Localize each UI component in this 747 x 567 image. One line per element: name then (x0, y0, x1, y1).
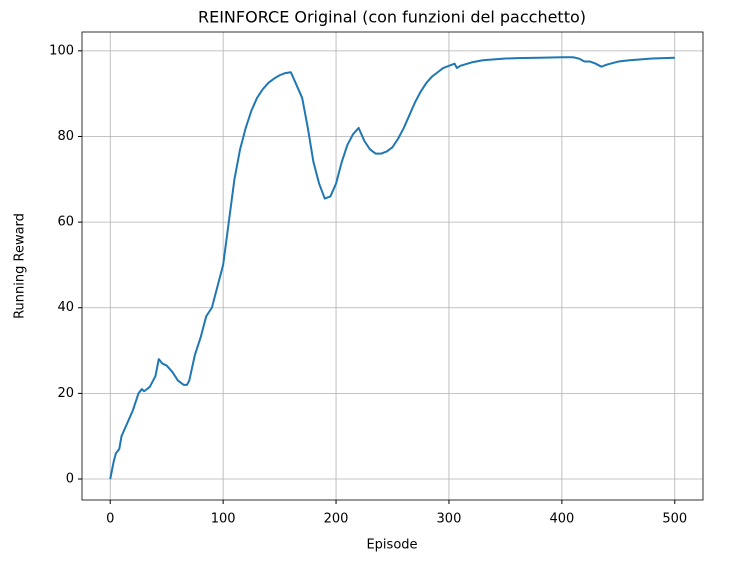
y-tick-label: 100 (49, 43, 74, 58)
x-tick-label: 500 (662, 512, 687, 527)
y-tick-label: 0 (66, 472, 74, 487)
y-axis-label: Running Reward (13, 213, 28, 319)
y-tick-label: 20 (57, 386, 74, 401)
y-tick-label: 40 (57, 300, 74, 315)
y-tick-label: 80 (57, 129, 74, 144)
plot-frame (81, 31, 704, 501)
x-axis-label: Episode (366, 538, 417, 553)
x-tick-label: 200 (324, 512, 349, 527)
x-tick-label: 300 (437, 512, 462, 527)
y-tick-label: 60 (57, 215, 74, 230)
chart-title: REINFORCE Original (con funzioni del pac… (198, 8, 586, 27)
x-tick-label: 400 (549, 512, 574, 527)
x-tick-label: 0 (106, 512, 114, 527)
x-tick-label: 100 (211, 512, 236, 527)
data-line (109, 56, 675, 480)
